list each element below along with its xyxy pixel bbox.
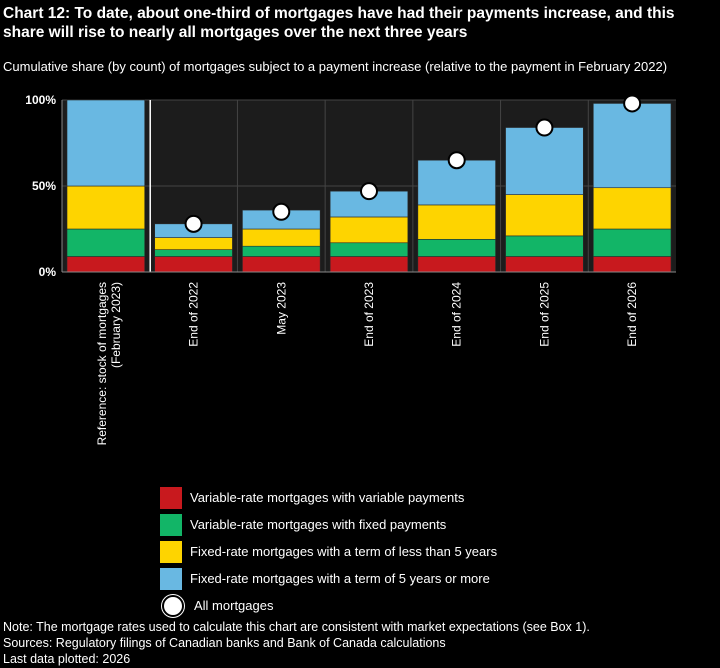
legend-swatch — [160, 540, 182, 563]
chart-notes: Note: The mortgage rates used to calcula… — [3, 619, 717, 667]
legend-swatch — [160, 486, 182, 509]
x-tick-label: End of 2026 — [625, 282, 639, 347]
bar-segment — [329, 256, 409, 273]
x-tick-label: End of 2025 — [537, 282, 551, 347]
bar-segment — [505, 127, 584, 195]
chart-plot: 0% 50% 100% Reference: stock of mortgages(F… — [25, 93, 676, 445]
all-mortgages-marker — [447, 151, 466, 170]
legend-label: Fixed-rate mortgages with a term of less… — [190, 544, 498, 559]
bar-segment — [154, 256, 233, 273]
legend-label: Variable-rate mortgages with fixed payme… — [190, 517, 447, 532]
x-tick-label: End of 2023 — [362, 282, 376, 347]
y-tick-label: 100% — [25, 93, 56, 107]
bar-segment — [329, 242, 409, 257]
x-tick-label: End of 2024 — [450, 282, 464, 347]
x-tick-label: End of 2022 — [187, 282, 201, 347]
bar-segment — [417, 256, 496, 273]
bar-segment — [417, 239, 496, 257]
bar-segment — [66, 228, 146, 257]
bar-segment — [329, 216, 409, 244]
chart-subtitle: Cumulative share (by count) of mortgages… — [3, 59, 668, 74]
legend-item-all-mortgages: All mortgages — [160, 592, 497, 619]
last-data-text: Last data plotted: 2026 — [3, 652, 131, 666]
x-tick-label: Reference: stock of mortgages(February 2… — [95, 282, 123, 445]
bar-segment — [505, 256, 584, 273]
legend-marker-icon — [162, 594, 184, 617]
bar-segment — [66, 99, 146, 187]
chart-legend: Variable-rate mortgages with variable pa… — [160, 484, 497, 619]
legend-swatch — [160, 567, 182, 590]
chart-title: Chart 12: To date, about one-third of mo… — [3, 5, 675, 41]
bar-segment — [154, 249, 233, 257]
bar-segment — [592, 187, 672, 230]
bar-segment — [66, 256, 146, 273]
bar-segment — [505, 194, 584, 237]
legend-item-fixed-short: Fixed-rate mortgages with a term of less… — [160, 538, 497, 565]
legend-label: Variable-rate mortgages with variable pa… — [190, 490, 465, 505]
bar-segment — [417, 204, 496, 240]
bar-segment — [505, 235, 584, 257]
bar-segment — [242, 245, 321, 257]
y-tick-label: 50% — [32, 179, 56, 193]
bar-segment — [592, 256, 672, 273]
all-mortgages-marker — [360, 182, 378, 201]
legend-item-fixed-long: Fixed-rate mortgages with a term of 5 ye… — [160, 565, 497, 592]
bar-segment — [242, 228, 321, 247]
x-tick-label: May 2023 — [274, 282, 288, 335]
bar-segment — [592, 103, 672, 189]
legend-label: Fixed-rate mortgages with a term of 5 ye… — [190, 571, 490, 586]
all-mortgages-marker — [184, 214, 203, 233]
bar-segment — [154, 237, 233, 250]
note-text: Note: The mortgage rates used to calcula… — [3, 620, 590, 634]
legend-item-variable-variable: Variable-rate mortgages with variable pa… — [160, 484, 497, 511]
x-tick-label-line: (February 2023) — [109, 282, 123, 368]
legend-label: All mortgages — [194, 598, 274, 613]
y-tick-label: 0% — [39, 265, 57, 279]
bar-segment — [242, 256, 321, 273]
all-mortgages-marker — [535, 118, 554, 137]
x-tick-label-line: Reference: stock of mortgages — [95, 282, 109, 445]
bar-segment — [592, 228, 672, 257]
legend-swatch — [160, 513, 182, 536]
all-mortgages-marker — [272, 202, 291, 221]
legend-item-variable-fixed: Variable-rate mortgages with fixed payme… — [160, 511, 497, 538]
sources-text: Sources: Regulatory filings of Canadian … — [3, 636, 446, 650]
bar-segment — [66, 185, 146, 230]
all-mortgages-marker — [623, 94, 642, 113]
